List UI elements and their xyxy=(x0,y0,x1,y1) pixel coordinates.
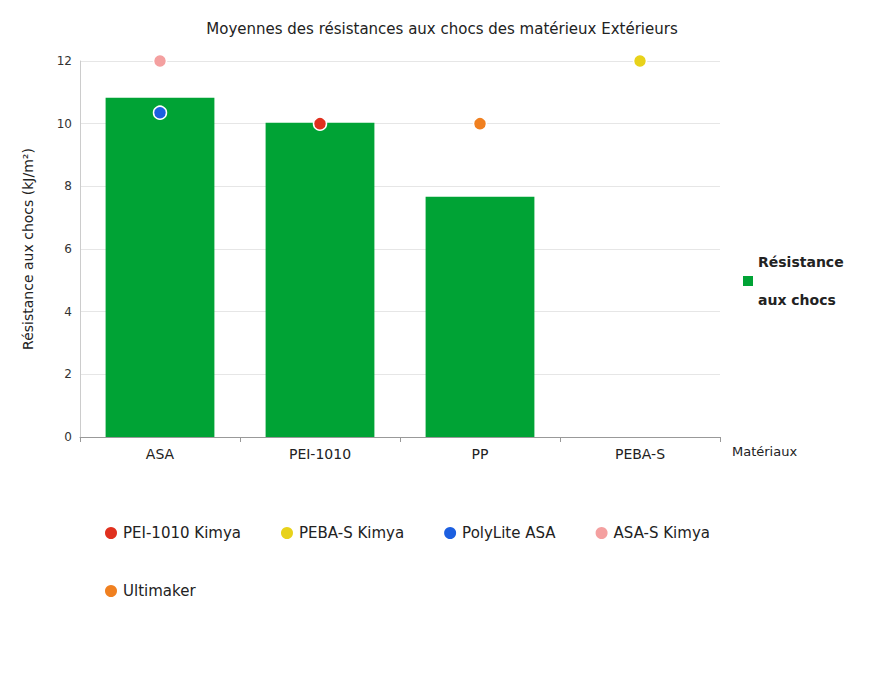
svg-text:6: 6 xyxy=(64,242,72,256)
svg-text:4: 4 xyxy=(64,305,72,319)
svg-text:Résistance: Résistance xyxy=(758,254,849,270)
svg-text:PP: PP xyxy=(472,446,489,462)
svg-text:PolyLite ASA: PolyLite ASA xyxy=(462,524,556,542)
svg-text:12: 12 xyxy=(57,54,72,68)
svg-text:8: 8 xyxy=(64,179,72,193)
svg-text:PEI-1010: PEI-1010 xyxy=(289,446,351,462)
svg-text:10: 10 xyxy=(57,117,72,131)
svg-text:aux chocs: aux chocs xyxy=(758,292,836,308)
svg-text:Matériaux: Matériaux xyxy=(732,444,797,459)
svg-text:0: 0 xyxy=(64,430,72,444)
svg-text:PEI-1010 Kimya: PEI-1010 Kimya xyxy=(123,524,241,542)
svg-text:ASA-S Kimya: ASA-S Kimya xyxy=(614,524,710,542)
svg-text:Résistance aux chocs (kJ/m²): Résistance aux chocs (kJ/m²) xyxy=(20,148,36,350)
svg-text:ASA: ASA xyxy=(146,446,175,462)
svg-text:Moyennes des résistances aux c: Moyennes des résistances aux chocs des m… xyxy=(206,20,678,38)
svg-text:PEBA-S Kimya: PEBA-S Kimya xyxy=(299,524,404,542)
svg-text:PEBA-S: PEBA-S xyxy=(615,446,665,462)
svg-text:2: 2 xyxy=(64,367,72,381)
svg-text:Ultimaker: Ultimaker xyxy=(123,582,196,600)
